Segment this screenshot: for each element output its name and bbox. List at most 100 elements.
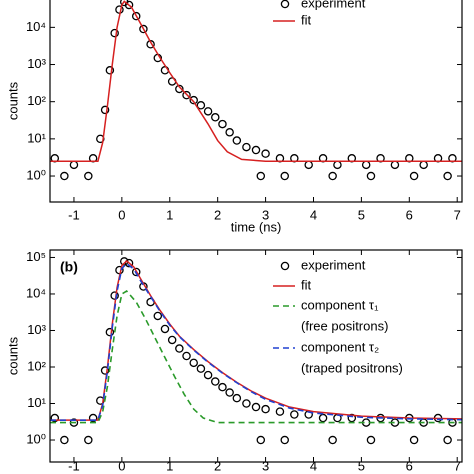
x-tick-label: 7 xyxy=(454,458,461,473)
data-point xyxy=(100,366,110,375)
y-tick-label: 10⁴ xyxy=(26,19,46,34)
data-point xyxy=(189,358,198,368)
x-tick-label: 6 xyxy=(406,207,413,222)
y-tick-label: 10³ xyxy=(27,56,46,71)
y-tick-label: 10¹ xyxy=(27,130,46,145)
x-tick-label: 7 xyxy=(454,207,461,222)
y-tick-label: 10² xyxy=(27,93,46,108)
data-point xyxy=(376,413,385,423)
data-point xyxy=(84,171,93,181)
data-point xyxy=(409,171,419,181)
fit-line xyxy=(50,262,462,421)
plot-frame xyxy=(49,249,463,463)
data-point xyxy=(256,435,266,445)
plot-frame xyxy=(49,0,463,203)
data-point xyxy=(211,377,220,386)
data-point xyxy=(203,370,213,380)
data-point xyxy=(232,136,242,145)
data-point xyxy=(242,142,251,152)
data-point xyxy=(182,351,191,361)
legend-marker xyxy=(280,0,290,9)
x-tick-label: 5 xyxy=(358,458,365,473)
y-tick-label: 10² xyxy=(27,358,46,373)
data-point xyxy=(175,84,184,94)
x-tick-label: 3 xyxy=(262,458,269,473)
data-point xyxy=(318,413,328,423)
data-point xyxy=(251,145,261,155)
y-axis-label: counts xyxy=(5,81,20,120)
data-point xyxy=(361,160,371,170)
data-point xyxy=(131,11,141,21)
y-tick-label: 10³ xyxy=(27,322,46,337)
data-point xyxy=(160,324,170,334)
data-point xyxy=(175,344,184,353)
plot-area xyxy=(50,257,462,445)
legend-note: (traped positrons) xyxy=(301,360,403,375)
data-point xyxy=(153,311,163,321)
data-point xyxy=(84,435,93,445)
legend-label: fit xyxy=(301,12,312,27)
x-tick-label: 2 xyxy=(214,207,221,222)
data-point xyxy=(225,388,234,397)
legend-label: fit xyxy=(301,277,312,292)
legend-marker xyxy=(280,261,290,271)
fit-line xyxy=(50,0,462,162)
fit-line xyxy=(50,290,462,424)
x-tick-label: 4 xyxy=(310,207,317,222)
x-tick-label: 6 xyxy=(406,458,413,473)
data-point xyxy=(88,413,98,423)
data-point xyxy=(443,171,452,181)
data-point xyxy=(131,267,141,277)
data-point xyxy=(69,160,79,170)
data-point xyxy=(182,90,191,100)
data-point xyxy=(280,435,289,445)
legend-label: experiment xyxy=(301,0,366,10)
data-point xyxy=(275,407,285,416)
plot-area xyxy=(50,0,462,181)
data-point xyxy=(167,335,177,345)
data-point xyxy=(50,413,60,423)
x-axis-label: time (ns) xyxy=(231,219,282,234)
y-tick-label: 10¹ xyxy=(27,395,46,410)
data-point xyxy=(100,105,110,115)
y-axis-label: counts xyxy=(5,336,20,375)
data-point xyxy=(261,149,270,158)
legend-note: (free positrons) xyxy=(301,318,388,333)
data-point xyxy=(189,95,198,105)
data-point xyxy=(251,402,261,412)
panel-label: (b) xyxy=(60,259,78,275)
data-point xyxy=(60,435,69,445)
y-tick-label: 10⁵ xyxy=(26,249,46,264)
data-point xyxy=(60,171,69,181)
data-point xyxy=(443,435,452,445)
x-tick-label: 4 xyxy=(310,458,317,473)
data-point xyxy=(333,160,342,170)
data-point xyxy=(96,396,105,405)
data-point xyxy=(304,160,313,170)
x-tick-label: 3 xyxy=(262,207,269,222)
x-tick-label: 0 xyxy=(118,207,125,222)
data-point xyxy=(225,128,234,137)
legend-label: component τ₁ xyxy=(301,297,379,312)
data-point xyxy=(110,291,119,300)
data-point xyxy=(124,0,134,10)
data-point xyxy=(419,160,428,170)
data-point xyxy=(110,28,119,38)
data-point xyxy=(290,410,299,419)
data-point xyxy=(218,382,227,392)
data-point xyxy=(105,327,115,337)
data-point xyxy=(218,119,227,129)
x-tick-label: -1 xyxy=(68,458,80,473)
data-point xyxy=(366,435,376,445)
fit-line xyxy=(50,259,462,421)
data-point xyxy=(242,399,251,408)
data-point xyxy=(390,160,400,170)
data-point xyxy=(409,435,419,445)
data-point xyxy=(196,364,206,373)
y-tick-label: 10⁰ xyxy=(26,431,46,446)
legend-label: experiment xyxy=(301,257,366,272)
x-tick-label: -1 xyxy=(68,207,80,222)
data-point xyxy=(105,66,115,75)
data-point xyxy=(256,171,266,181)
